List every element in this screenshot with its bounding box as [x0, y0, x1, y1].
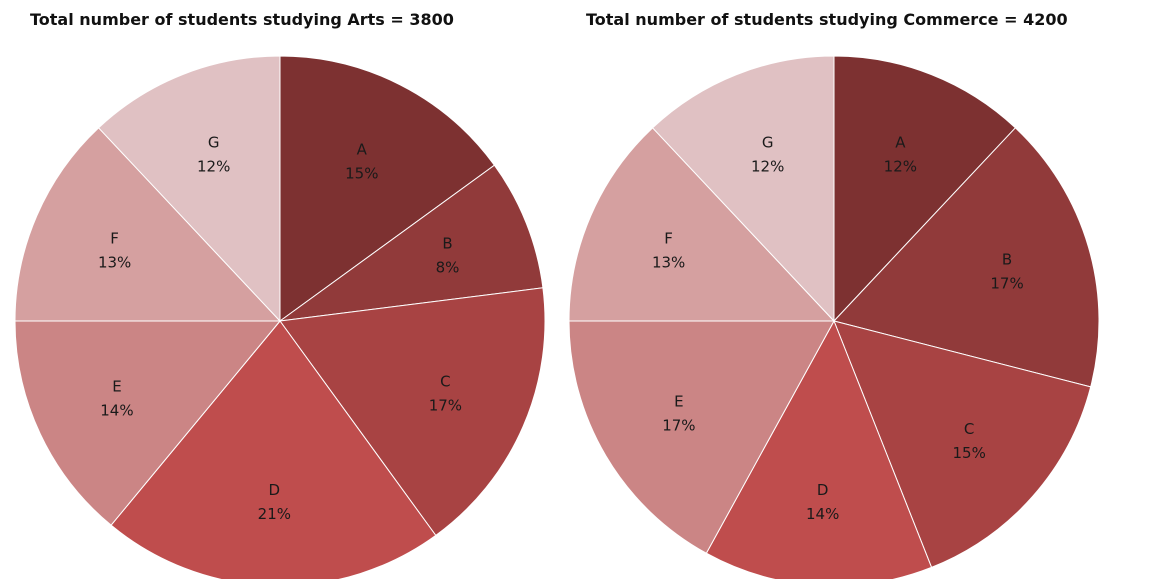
arts-pie-chart: A 15% B 8% C 17% D 21% E 14% F 13% G 12%: [14, 55, 546, 579]
arts-slice-g-value-label: 12%: [197, 157, 230, 175]
commerce-slice-f-category-label: F: [664, 229, 673, 247]
commerce-chart-title: Total number of students studying Commer…: [586, 10, 1068, 29]
commerce-slice-e: [568, 320, 835, 554]
commerce-slice-f-value-label: 13%: [652, 253, 685, 271]
arts-slice-b: [279, 164, 544, 322]
commerce-slice-e-value-label: 17%: [662, 417, 695, 435]
commerce-slice-d-category-label: D: [817, 481, 829, 499]
arts-slice-b-value-label: 8%: [436, 259, 460, 277]
commerce-slice-g: [651, 55, 835, 323]
commerce-pie-chart: A 12% B 17% C 15% D 14% E 17% F 13% G 12%: [568, 55, 1100, 579]
commerce-slice-b: [833, 127, 1100, 388]
arts-slice-f-category-label: F: [110, 229, 119, 247]
arts-slice-e-value-label: 14%: [100, 402, 133, 420]
arts-slice-b-category-label: B: [442, 235, 452, 253]
arts-slice-f-value-label: 13%: [98, 253, 131, 271]
arts-slice-d: [110, 320, 437, 579]
commerce-slice-e-category-label: E: [674, 393, 683, 411]
commerce-slice-c-category-label: C: [964, 420, 974, 438]
commerce-slice-a-value-label: 12%: [884, 157, 917, 175]
commerce-slice-c: [833, 320, 1092, 569]
commerce-slice-a: [833, 55, 1017, 323]
commerce-slice-c-value-label: 15%: [952, 444, 985, 462]
commerce-slice-b-category-label: B: [1002, 251, 1012, 269]
commerce-slice-d: [705, 319, 933, 579]
commerce-slice-b-value-label: 17%: [990, 275, 1023, 293]
arts-slice-a: [279, 55, 496, 322]
arts-slice-f: [14, 127, 282, 322]
commerce-slice-g-value-label: 12%: [751, 157, 784, 175]
commerce-slice-f: [568, 127, 836, 322]
arts-slice-a-category-label: A: [357, 140, 368, 158]
commerce-slice-a-category-label: A: [895, 133, 906, 151]
arts-chart-title: Total number of students studying Arts =…: [30, 10, 454, 29]
arts-slice-d-value-label: 21%: [258, 505, 291, 523]
arts-slice-e: [14, 320, 282, 526]
arts-slice-a-value-label: 15%: [345, 164, 378, 182]
arts-slice-c: [279, 287, 546, 537]
arts-slice-g-category-label: G: [208, 133, 220, 151]
arts-slice-c-category-label: C: [440, 373, 450, 391]
arts-slice-c-value-label: 17%: [429, 397, 462, 415]
arts-slice-g: [97, 55, 281, 323]
arts-slice-d-category-label: D: [269, 481, 281, 499]
commerce-slice-g-category-label: G: [762, 133, 774, 151]
arts-slice-e-category-label: E: [112, 378, 121, 396]
commerce-slice-d-value-label: 14%: [806, 505, 839, 523]
